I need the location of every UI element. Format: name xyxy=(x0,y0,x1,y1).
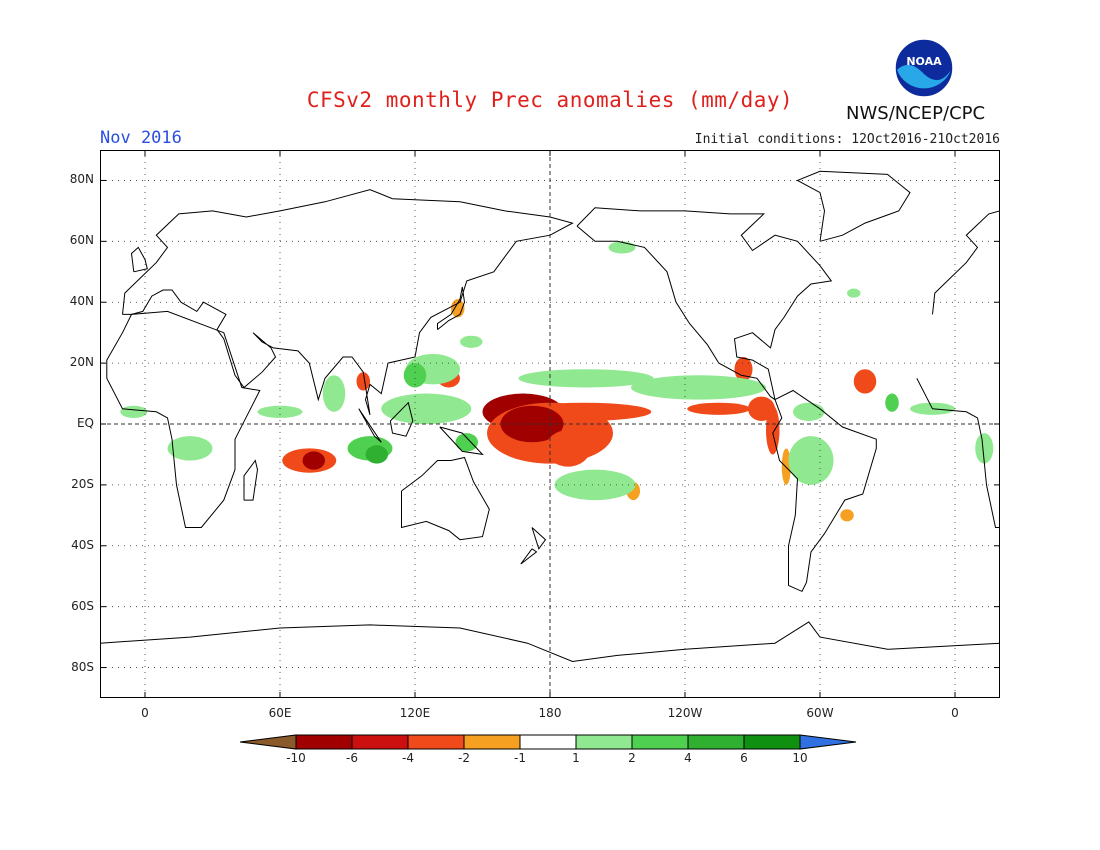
anomaly-region-dry-mid xyxy=(766,405,780,455)
coastline xyxy=(772,389,877,593)
colorbar-high-arrow xyxy=(799,734,857,750)
coastline xyxy=(401,456,490,541)
anomaly-region-wet-light xyxy=(167,436,213,461)
colorbar-label: -2 xyxy=(458,751,470,765)
anomaly-region-wet-light xyxy=(381,393,472,424)
colorbar-label: 2 xyxy=(628,751,636,765)
anomaly-region-dry-dark xyxy=(302,451,325,470)
anomaly-region-dry-light xyxy=(781,448,791,485)
colorbar xyxy=(240,734,857,750)
anomaly-region-wet-light xyxy=(631,375,766,400)
anomaly-region-wet-light xyxy=(460,335,483,348)
anomaly-region-wet-light xyxy=(257,405,303,418)
colorbar-low-arrow xyxy=(240,734,297,750)
colorbar-label: -4 xyxy=(402,751,414,765)
colorbar-segment xyxy=(519,734,577,750)
anomaly-region-wet-light xyxy=(518,369,654,388)
coastline xyxy=(243,459,259,501)
colorbar-label: 6 xyxy=(740,751,748,765)
lon-label: 60W xyxy=(806,706,834,720)
anomaly-layer xyxy=(120,241,994,522)
lat-label: 40N xyxy=(69,294,94,309)
forecast-month: Nov 2016 xyxy=(100,128,182,148)
colorbar-label: 4 xyxy=(684,751,692,765)
noaa-logo-text: NOAA xyxy=(906,55,942,68)
lon-label: 120E xyxy=(399,706,431,720)
anomaly-region-wet-light xyxy=(788,436,834,485)
coastline xyxy=(796,170,911,242)
colorbar-segment xyxy=(407,734,465,750)
colorbar-label: 10 xyxy=(792,751,808,765)
coastlines xyxy=(100,170,1000,663)
lat-label: 60S xyxy=(71,598,94,613)
lat-label: 20N xyxy=(69,355,94,370)
lon-label: 0 xyxy=(951,706,959,720)
lon-label: 60E xyxy=(268,706,292,720)
initial-conditions: Initial conditions: 12Oct2016-21Oct2016 xyxy=(694,132,1000,147)
colorbar-segment xyxy=(295,734,353,750)
noaa-logo-icon: NOAA xyxy=(894,38,954,98)
coastline xyxy=(916,378,1000,528)
lon-label: 120W xyxy=(667,706,703,720)
lon-label: 180 xyxy=(538,706,562,720)
anomaly-region-wet-mid xyxy=(885,393,899,412)
colorbar-label: -10 xyxy=(286,751,306,765)
anomaly-region-wet-mid xyxy=(403,363,427,388)
anomaly-region-dry-dark xyxy=(500,405,564,443)
coastline xyxy=(122,189,574,416)
anomaly-region-dry-mid xyxy=(687,402,751,415)
chart-title: CFSv2 monthly Prec anomalies (mm/day) xyxy=(306,88,794,112)
colorbar-label: 1 xyxy=(572,751,580,765)
lat-label: 20S xyxy=(71,476,94,491)
coastline xyxy=(520,548,538,565)
anomaly-region-wet-dark xyxy=(365,445,388,464)
colorbar-segment xyxy=(631,734,689,750)
anomaly-region-wet-mid xyxy=(455,433,478,452)
anomaly-region-wet-light xyxy=(847,288,861,298)
lat-label: 40S xyxy=(71,537,94,552)
anomaly-region-wet-light xyxy=(554,469,636,501)
anomaly-region-wet-light xyxy=(608,241,636,254)
coastline xyxy=(100,621,1000,663)
coastline xyxy=(389,401,414,437)
lon-label: 0 xyxy=(141,706,149,720)
anomaly-region-wet-light xyxy=(120,405,148,418)
anomaly-map xyxy=(100,150,1000,698)
anomaly-region-dry-light xyxy=(451,299,465,318)
lat-label: 80N xyxy=(69,172,94,187)
coastline xyxy=(358,408,382,443)
anomaly-region-wet-light xyxy=(322,375,346,412)
colorbar-segment xyxy=(575,734,633,750)
lat-label: 60N xyxy=(69,233,94,248)
coastline xyxy=(130,246,148,273)
colorbar-label: -6 xyxy=(346,751,358,765)
colorbar-segment xyxy=(743,734,801,750)
lat-label: EQ xyxy=(76,416,94,430)
lat-label: 80S xyxy=(71,659,94,674)
anomaly-region-dry-mid xyxy=(853,369,877,394)
colorbar-label: -1 xyxy=(514,751,526,765)
colorbar-segment xyxy=(463,734,521,750)
coastline xyxy=(531,527,547,550)
anomaly-region-wet-light xyxy=(793,402,825,421)
anomaly-region-dry-light xyxy=(840,509,854,522)
colorbar-segment xyxy=(687,734,745,750)
anomaly-region-dry-mid xyxy=(356,372,370,391)
anomaly-region-dry-mid xyxy=(545,430,591,467)
colorbar-segment xyxy=(351,734,409,750)
coastline xyxy=(437,286,466,330)
agency-label: NWS/NCEP/CPC xyxy=(846,103,986,124)
coastline xyxy=(576,207,833,401)
coastline xyxy=(932,210,1000,315)
coastline xyxy=(439,426,484,456)
anomaly-region-wet-light xyxy=(975,433,994,464)
